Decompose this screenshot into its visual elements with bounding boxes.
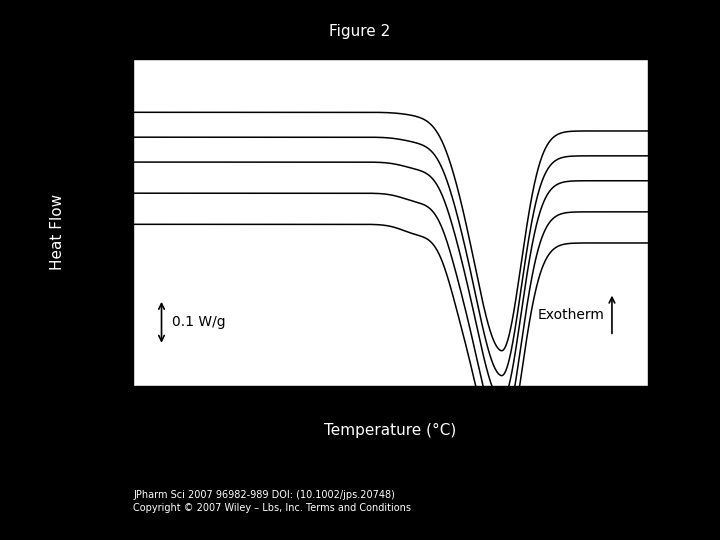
Text: 0.1 W/g: 0.1 W/g — [172, 315, 225, 329]
Text: Heat Flow: Heat Flow — [50, 194, 65, 270]
Text: JPharm Sci 2007 96982-989 DOI: (10.1002/jps.20748)
Copyright © 2007 Wiley – Lbs,: JPharm Sci 2007 96982-989 DOI: (10.1002/… — [133, 490, 411, 513]
Text: Figure 2: Figure 2 — [329, 24, 391, 39]
Text: Exotherm: Exotherm — [537, 308, 604, 321]
X-axis label: Temperature (°C): Temperature (°C) — [325, 423, 456, 437]
